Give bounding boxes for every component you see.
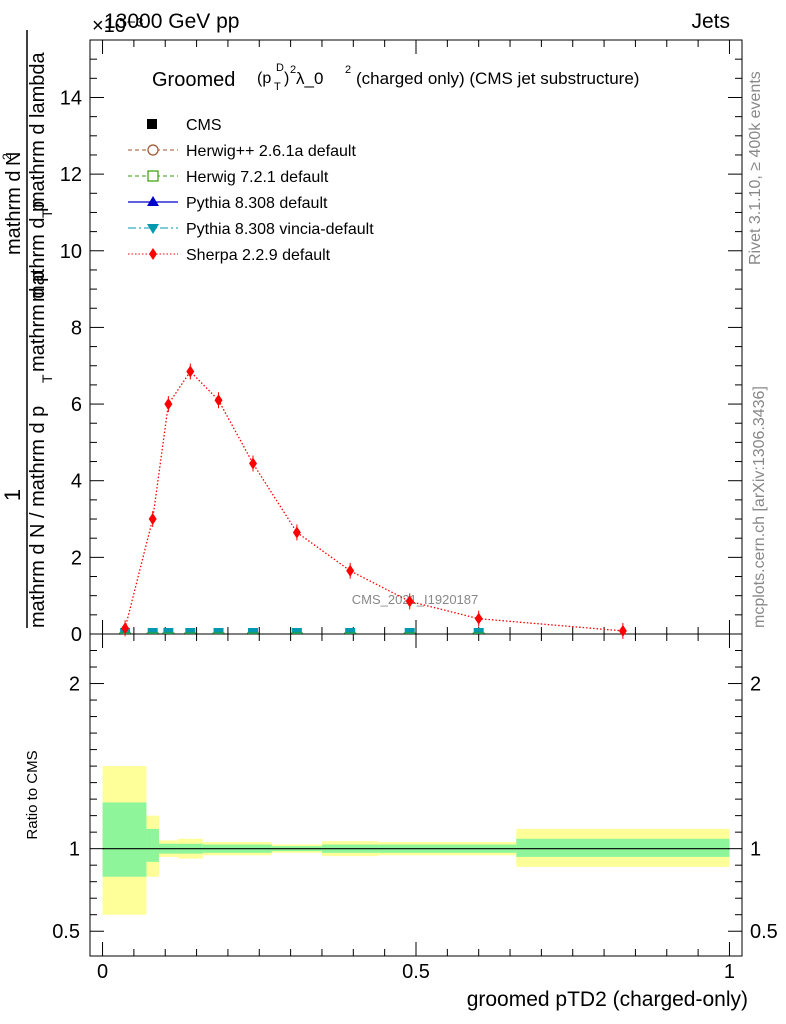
y-label-numerator-tail: N [3, 152, 25, 166]
sherpa-point [292, 526, 301, 539]
y-label-numerator-sup: 2 [0, 153, 14, 160]
mcplots-label: mcplots.cern.ch [arXiv:1306.3436] [751, 386, 768, 628]
y-label-denominator-tail: mathrm d p [27, 271, 49, 372]
plot-title: Groomed (p T D ) 2 λ_0 2 (charged only) … [152, 62, 639, 93]
y-label-numerator-line2-sub: T [39, 209, 55, 218]
cms-data-points [119, 628, 485, 634]
y-label-numerator-line2-tail: mathrm d lambda [27, 52, 49, 208]
category-label: Jets [691, 10, 730, 33]
process-label: 13000 GeV pp [104, 10, 239, 33]
legend-marker-pythia [147, 196, 159, 206]
cms-point [404, 628, 415, 634]
cms-point [185, 628, 196, 634]
svg-text:T: T [274, 81, 281, 93]
sherpa-point [121, 622, 130, 635]
sherpa-line [124, 370, 623, 632]
cms-point [248, 628, 258, 634]
main-ytick-label: 0 [71, 624, 82, 646]
ratio-bands [102, 766, 730, 915]
svg-text:D: D [276, 62, 284, 74]
main-ytick-label: 2 [71, 547, 82, 569]
legend: CMS Herwig++ 2.6.1a default Herwig 7.2.1… [128, 117, 374, 264]
ratio-panel-frame [89, 633, 743, 957]
legend-marker-cms [147, 119, 157, 129]
sherpa-point [474, 612, 483, 625]
cms-point [213, 628, 224, 634]
legend-entry-herwig-pp: Herwig++ 2.6.1a default [128, 143, 356, 160]
y-axis-label: 1 mathrm d N / mathrm d p T mathrm d p m… [0, 30, 55, 628]
y-label-numerator-line2: mathrm d p [27, 201, 49, 302]
svg-text:CMS: CMS [186, 117, 222, 134]
ratio-band-inner [146, 828, 159, 862]
ratio-band-inner [516, 838, 730, 857]
ratio-ytick-label-right: 0.5 [750, 921, 778, 943]
rivet-label: Rivet 3.1.10, ≥ 400k events [747, 71, 764, 265]
sherpa-point [405, 595, 414, 608]
svg-text:Herwig++ 2.6.1a default: Herwig++ 2.6.1a default [186, 143, 356, 160]
ratio-xtick-label: 1 [724, 961, 735, 983]
legend-entry-vincia: Pythia 8.308 vincia-default [128, 221, 374, 238]
main-ytick-label: 8 [71, 317, 82, 339]
svg-text:2: 2 [290, 64, 296, 76]
ratio-ytick-label: 1 [69, 839, 80, 861]
legend-marker-herwig-pp [147, 144, 159, 156]
ratio-xtick-label: 0.5 [402, 961, 430, 983]
y-label-top: 1 [0, 489, 25, 501]
svg-text:Herwig 7.2.1 default: Herwig 7.2.1 default [186, 169, 329, 186]
cms-point [291, 628, 302, 634]
svg-text:Sherpa 2.2.9 default: Sherpa 2.2.9 default [186, 247, 331, 264]
svg-text:(charged only) (CMS jet substr: (charged only) (CMS jet substructure) [356, 69, 639, 88]
svg-text:Pythia 8.308 default: Pythia 8.308 default [186, 195, 328, 212]
legend-entry-herwig7: Herwig 7.2.1 default [128, 169, 329, 186]
y-exponent-label: ×10⁻³ [92, 15, 143, 37]
cms-point [473, 628, 484, 634]
sherpa-point [346, 564, 355, 577]
main-ytick-label: 4 [71, 471, 82, 493]
sherpa-series [121, 363, 627, 639]
legend-entry-cms: CMS [147, 117, 222, 134]
svg-text:(p: (p [257, 70, 271, 87]
legend-entry-sherpa: Sherpa 2.2.9 default [128, 247, 331, 264]
ratio-ytick-label-right: 2 [750, 674, 761, 696]
ratio-y-label: Ratio to CMS [24, 750, 41, 839]
legend-entry-pythia: Pythia 8.308 default [128, 195, 328, 212]
ratio-xtick-label: 0 [97, 961, 108, 983]
svg-text:λ_0: λ_0 [296, 69, 323, 88]
svg-text:Pythia 8.308 vincia-default: Pythia 8.308 vincia-default [186, 221, 374, 238]
main-ytick-label: 12 [60, 164, 82, 186]
main-ytick-label: 6 [71, 394, 82, 416]
cms-point [345, 628, 356, 634]
legend-marker-herwig7 [147, 170, 159, 182]
legend-marker-vincia [147, 224, 159, 234]
sherpa-point [148, 513, 157, 526]
ratio-ytick-label: 2 [69, 674, 80, 696]
ratio-band-inner [102, 802, 147, 877]
sherpa-point [618, 624, 627, 637]
sherpa-point [249, 457, 257, 470]
cms-point [147, 628, 158, 634]
sherpa-point [186, 365, 195, 378]
main-axis-ticks: 0 2 4 6 8 10 12 14 [60, 40, 742, 646]
cms-point [163, 628, 174, 634]
ratio-axis-ticks: 0.5 0.5 1 1 2 2 0 0.5 1 [52, 634, 778, 983]
sherpa-point [164, 398, 173, 411]
y-label-sub-t: T [39, 374, 55, 383]
x-axis-label: groomed pTD2 (charged-only) [467, 988, 748, 1011]
y-label-numerator: mathrm d [3, 171, 25, 255]
svg-text:Groomed: Groomed [152, 69, 235, 91]
sherpa-point [214, 394, 223, 407]
svg-text:2: 2 [345, 64, 351, 76]
ratio-ytick-label: 0.5 [52, 921, 80, 943]
main-ytick-label: 14 [60, 87, 82, 109]
analysis-watermark: CMS_2021_I1920187 [352, 592, 479, 607]
ratio-ytick-label-right: 1 [750, 839, 761, 861]
legend-marker-sherpa [149, 248, 157, 260]
y-label-denominator: mathrm d N / mathrm d p [27, 406, 49, 628]
main-ytick-label: 10 [60, 241, 82, 263]
svg-text:): ) [284, 70, 289, 87]
